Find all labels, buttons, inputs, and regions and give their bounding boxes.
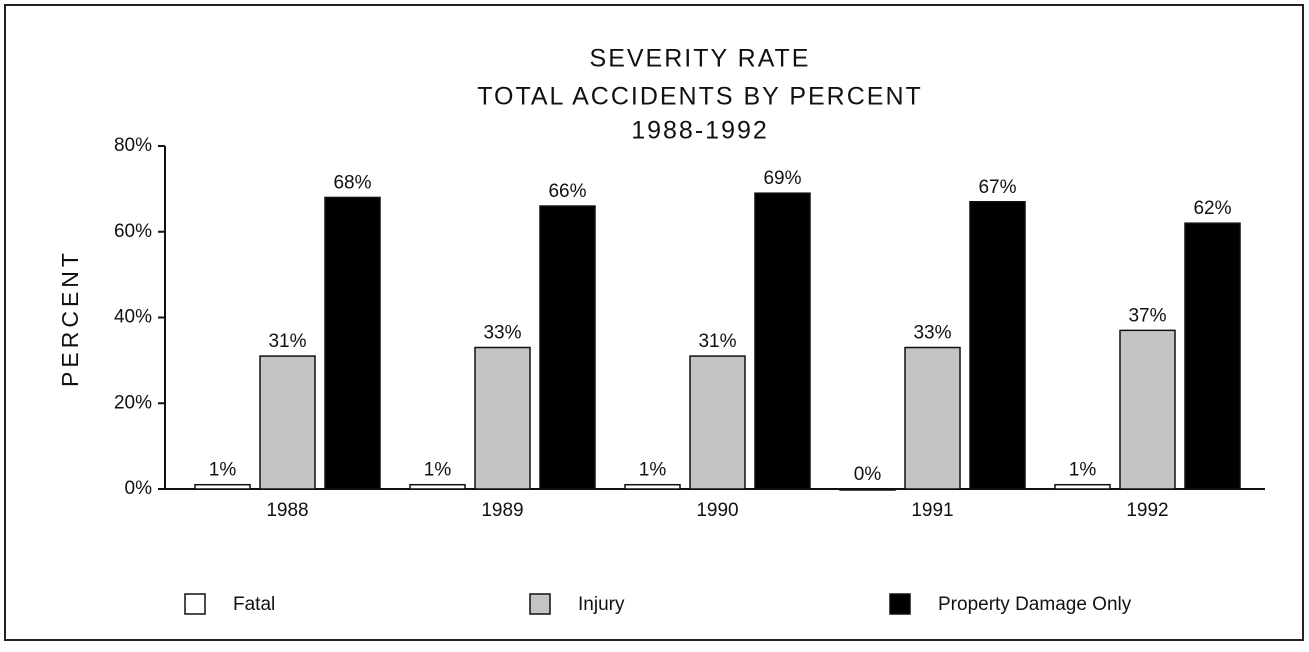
bar [754, 192, 811, 490]
y-tick-label: 20% [114, 392, 152, 413]
value-label: 31% [698, 331, 736, 352]
bar [839, 488, 896, 491]
value-label: 1% [1069, 460, 1097, 481]
value-label: 1% [209, 460, 237, 481]
frame [4, 4, 1304, 641]
chart-title: TOTAL ACCIDENTS BY PERCENT [477, 83, 923, 111]
bar [624, 483, 681, 490]
x-tick-label: 1992 [1126, 500, 1168, 521]
bar [194, 483, 251, 490]
legend-label: Property Damage Only [938, 594, 1132, 615]
y-tick-label: 60% [114, 221, 152, 242]
value-label: 66% [548, 181, 586, 202]
legend-label: Injury [578, 594, 625, 615]
bar [324, 196, 381, 490]
value-label: 33% [483, 323, 521, 344]
legend-swatch [184, 593, 206, 615]
value-label: 1% [424, 460, 452, 481]
x-tick-label: 1988 [266, 500, 308, 521]
bar [1119, 329, 1176, 490]
value-label: 31% [268, 331, 306, 352]
x-tick-label: 1989 [481, 500, 523, 521]
y-axis-label: PERCENT [57, 249, 83, 387]
chart-title: SEVERITY RATE [590, 45, 811, 73]
value-label: 1% [639, 460, 667, 481]
legend-label: Fatal [233, 594, 275, 615]
bar [259, 355, 316, 490]
bar [474, 346, 531, 490]
value-label: 37% [1128, 305, 1166, 326]
bar [904, 346, 961, 490]
bar [969, 200, 1026, 490]
value-label: 67% [978, 177, 1016, 198]
y-tick-label: 80% [114, 135, 152, 156]
legend-swatch [529, 593, 551, 615]
x-tick-label: 1990 [696, 500, 738, 521]
chart-title: 1988-1992 [631, 117, 769, 145]
legend-swatch [889, 593, 911, 615]
bar [409, 483, 466, 490]
x-tick-label: 1991 [911, 500, 953, 521]
y-tick-label: 40% [114, 307, 152, 328]
value-label: 69% [763, 168, 801, 189]
bar [539, 205, 596, 490]
bar [1184, 222, 1241, 490]
value-label: 68% [333, 172, 371, 193]
bar [689, 355, 746, 490]
value-label: 33% [913, 323, 951, 344]
bar [1054, 483, 1111, 490]
value-label: 0% [854, 464, 882, 485]
value-label: 62% [1193, 198, 1231, 219]
y-tick-label: 0% [125, 478, 153, 499]
